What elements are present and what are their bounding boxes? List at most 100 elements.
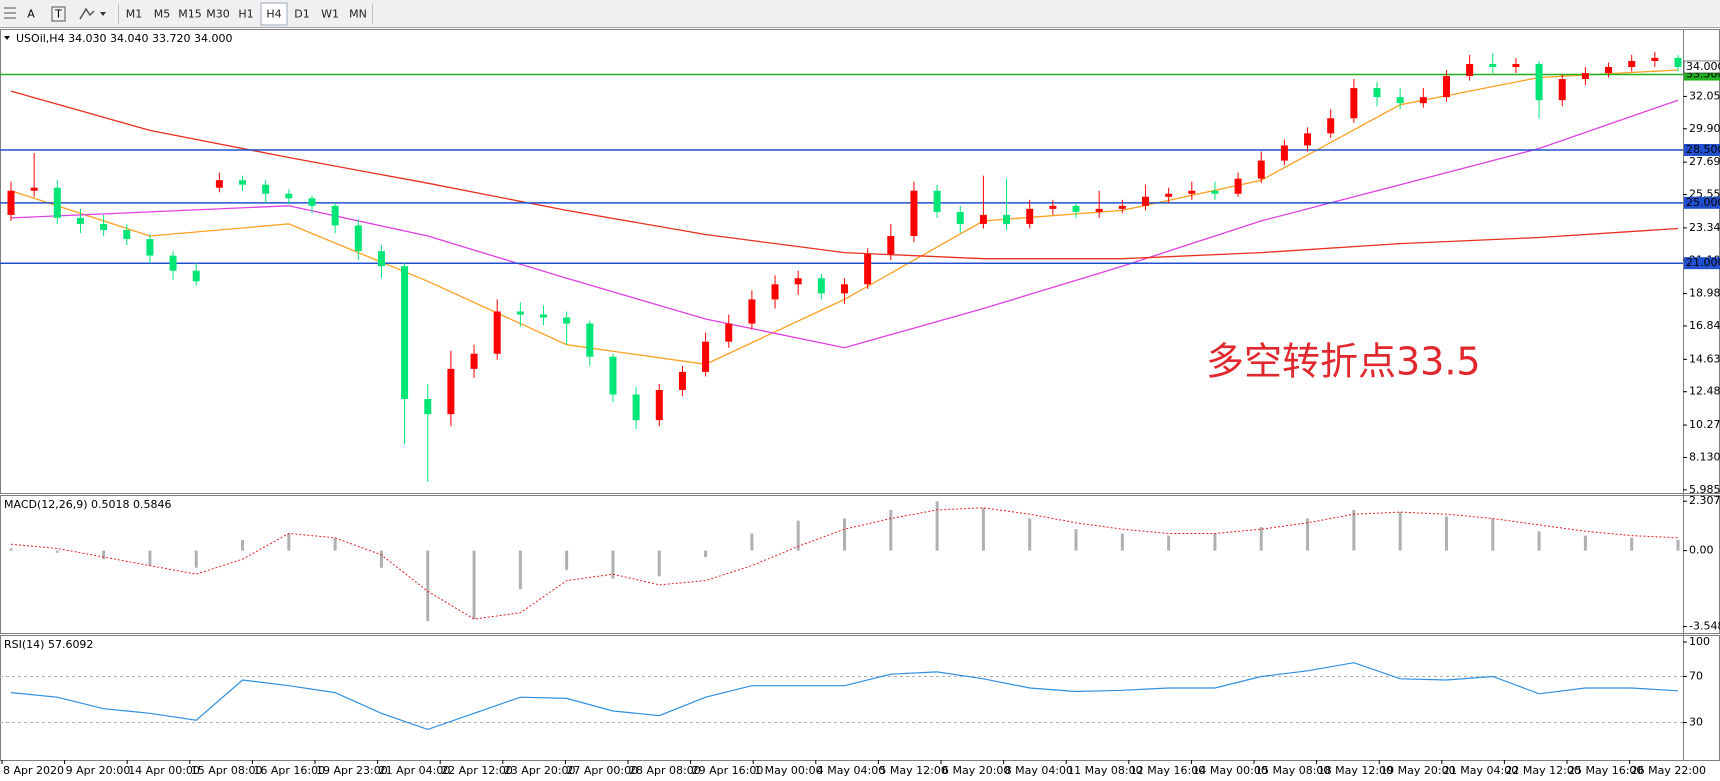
last-price-box <box>1683 60 1720 74</box>
y-tick-label: 32.050 <box>1689 89 1720 102</box>
candle-body <box>7 190 15 215</box>
pane-title: RSI(14) 57.6092 <box>4 638 93 651</box>
y-tick-label: 100 <box>1689 635 1710 648</box>
candle-body <box>1466 63 1474 77</box>
x-tick-label: 9 Apr 20:00 <box>66 764 131 777</box>
x-tick-label: 21 May 04:00 <box>1443 764 1518 777</box>
candle-body <box>1003 214 1011 224</box>
candle-body <box>979 214 987 224</box>
y-tick-label: 29.905 <box>1689 122 1720 135</box>
candle-body <box>1674 57 1682 67</box>
icon-text-box-glyph: T <box>54 8 62 21</box>
candle-body <box>53 187 61 218</box>
candle-body <box>1141 196 1149 206</box>
candle-body <box>331 205 339 226</box>
x-tick-label: 11 May 08:00 <box>1067 764 1142 777</box>
candle-body <box>1489 63 1497 67</box>
pane-macd: 2.3072 0.00 -3.5484 MACD(12,26,9) 0.5018 0.… <box>4 494 1720 632</box>
moving-average <box>10 90 1679 260</box>
y-tick-label: -3.5484 <box>1689 620 1720 633</box>
candle-body <box>192 270 200 282</box>
timeframe-button[interactable]: M30 <box>206 8 230 21</box>
timeframe-button[interactable]: W1 <box>321 8 339 21</box>
candle-body <box>285 193 293 199</box>
candle-body <box>1558 79 1566 101</box>
annotation: 多空转折点33.5 <box>1206 340 1481 384</box>
x-tick-label: 27 Apr 00:00 <box>566 764 638 777</box>
candle-body <box>239 180 247 185</box>
candle-body <box>609 356 617 395</box>
candle-body <box>308 198 316 206</box>
candle-body <box>1095 208 1103 212</box>
icon-arrows <box>79 7 95 20</box>
candle-body <box>1304 133 1312 146</box>
candle-body <box>493 311 501 354</box>
candle-body <box>586 323 594 357</box>
x-tick-label: 22 May 12:00 <box>1505 764 1580 777</box>
timeframe-button[interactable]: MN <box>349 8 367 21</box>
candle-body <box>1280 145 1288 161</box>
rsi-line <box>10 662 1679 731</box>
timeframe-active <box>260 2 288 26</box>
candle-body <box>30 187 38 191</box>
candle-body <box>817 278 825 294</box>
timeframe-button[interactable]: M15 <box>178 8 202 21</box>
icon-text-box <box>51 6 66 22</box>
x-tick-label: 15 Apr 08:00 <box>191 764 263 777</box>
candle-body <box>725 323 733 342</box>
candle-body <box>563 317 571 324</box>
level-label: 21.000 <box>1686 256 1720 269</box>
candle-body <box>1535 63 1543 101</box>
x-tick-label: 22 Apr 12:00 <box>441 764 513 777</box>
candle-body <box>1049 205 1057 209</box>
candle-body <box>1512 63 1520 67</box>
x-tick-label: 8 May 04:00 <box>1005 764 1073 777</box>
candle-body <box>1628 60 1636 67</box>
candle-body <box>100 223 108 230</box>
candle-body <box>516 311 524 315</box>
level-label-box <box>1684 196 1720 209</box>
candle-body <box>1396 97 1404 104</box>
timeframe-button[interactable]: D1 <box>294 8 309 21</box>
pane-candlestick: 32.05029.90527.69525.55023.34021.19018.9… <box>0 32 1720 496</box>
x-tick-label: 19 May 20:00 <box>1380 764 1455 777</box>
y-tick-label: 23.340 <box>1689 221 1720 234</box>
candle-body <box>146 239 154 256</box>
y-tick-label: 16.840 <box>1689 319 1720 332</box>
level-label: 28.500 <box>1686 143 1720 156</box>
timeframe-button[interactable]: M5 <box>154 8 171 21</box>
level-label: 25.000 <box>1686 196 1720 209</box>
pane-title: USOil,H4 34.030 34.040 33.720 34.000 <box>16 32 233 45</box>
candle-body <box>887 236 895 255</box>
toolbar-icons: T <box>4 4 119 24</box>
candle-body <box>910 190 918 237</box>
candle-body <box>123 229 131 240</box>
timeframe-button[interactable]: H1 <box>238 8 253 21</box>
candle-body <box>1581 73 1589 80</box>
moving-average <box>10 99 1679 349</box>
x-tick-label: 25 May 16:00 <box>1568 764 1643 777</box>
timeframe-button[interactable]: M1 <box>126 8 143 21</box>
toolbar <box>0 0 1720 28</box>
candle-body <box>215 180 223 188</box>
candle-body <box>540 314 548 318</box>
x-tick-label: 5 May 12:00 <box>879 764 947 777</box>
y-tick-label: 14.630 <box>1689 352 1720 365</box>
candle-body <box>794 278 802 285</box>
candle-body <box>377 251 385 267</box>
candle-body <box>678 371 686 390</box>
candle-body <box>771 284 779 300</box>
chart-area <box>0 28 1720 781</box>
candle-body <box>1234 178 1242 194</box>
candle-body <box>1165 193 1173 197</box>
x-tick-label: 28 Apr 08:00 <box>629 764 701 777</box>
pane-title: MACD(12,26,9) 0.5018 0.5846 <box>4 498 172 511</box>
candle-body <box>470 353 478 369</box>
icon-dropdown <box>100 12 106 16</box>
candle-body <box>933 190 941 212</box>
timeframe-button[interactable]: H4 <box>266 8 281 21</box>
x-tick-label: 18 May 12:00 <box>1318 764 1393 777</box>
candle-body <box>1072 205 1080 212</box>
y-tick-label: 5.985 <box>1689 483 1720 496</box>
